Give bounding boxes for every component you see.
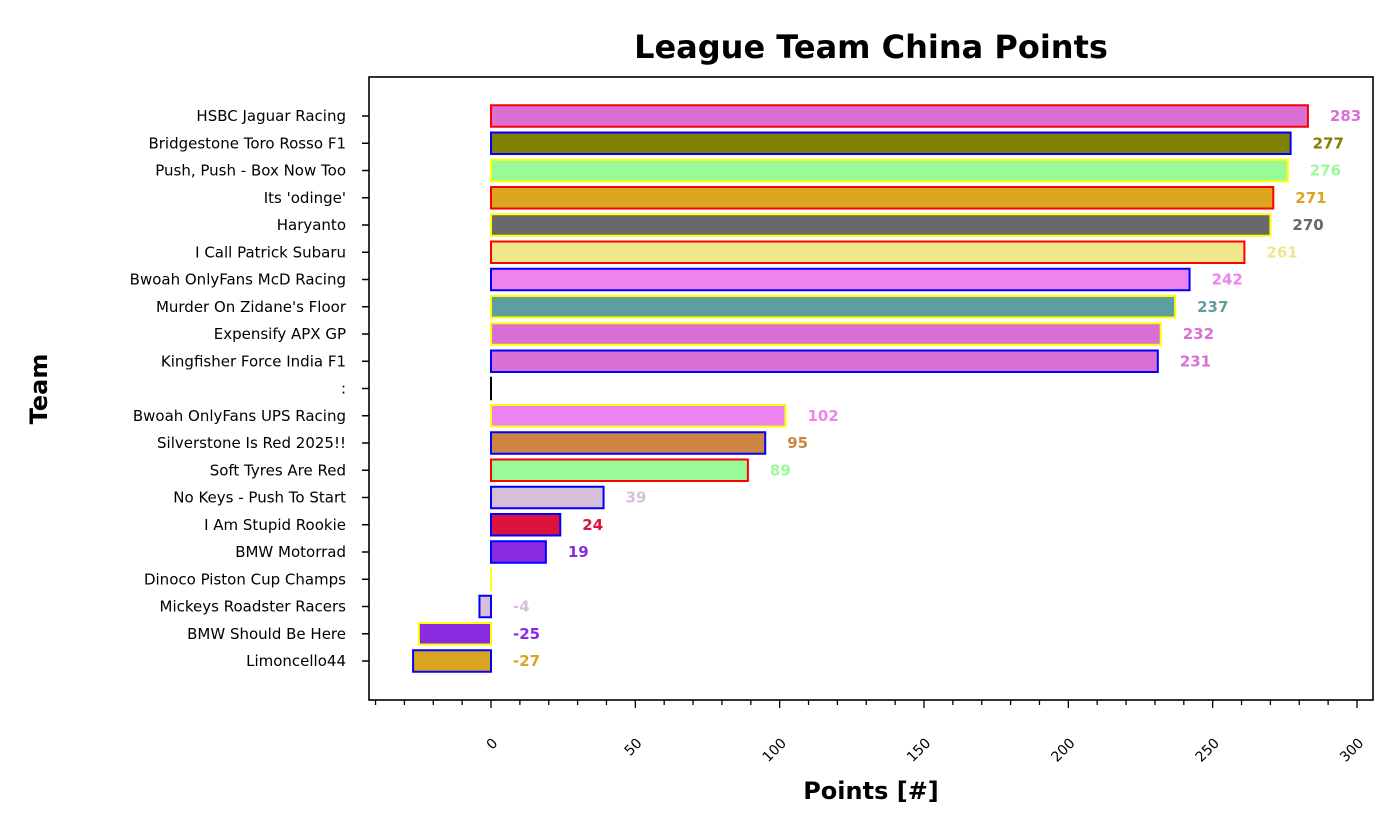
- x-axis-label: Points [#]: [803, 777, 939, 805]
- data-label: -27: [513, 652, 540, 670]
- data-label: 89: [770, 461, 791, 479]
- bar: [491, 541, 546, 563]
- bar: [491, 487, 604, 509]
- chart-title: League Team China Points: [634, 28, 1108, 66]
- bar: [491, 405, 785, 427]
- bar: [413, 650, 491, 672]
- data-label: 271: [1295, 189, 1326, 207]
- y-tick-label: Bwoah OnlyFans UPS Racing: [133, 407, 346, 425]
- data-label: -4: [513, 598, 530, 616]
- data-label: 270: [1292, 216, 1323, 234]
- y-tick-label: Expensify APX GP: [214, 325, 346, 343]
- data-label: 39: [626, 489, 647, 507]
- y-tick-label: Push, Push - Box Now Too: [155, 162, 346, 180]
- bar: [491, 460, 748, 482]
- y-tick-label: Bwoah OnlyFans McD Racing: [130, 271, 346, 289]
- data-label: 261: [1266, 243, 1297, 261]
- bar: [491, 514, 560, 536]
- data-label: 95: [787, 434, 808, 452]
- bar: [491, 187, 1273, 209]
- bar: [491, 269, 1190, 291]
- y-tick-label: No Keys - Push To Start: [173, 489, 346, 507]
- data-label: 102: [807, 407, 838, 425]
- data-label: 231: [1180, 352, 1211, 370]
- y-tick-label: Limoncello44: [246, 652, 346, 670]
- y-tick-label: Silverstone Is Red 2025!!: [157, 434, 346, 452]
- y-tick-label: Kingfisher Force India F1: [161, 352, 346, 370]
- bar: [491, 296, 1175, 318]
- data-label: 276: [1310, 162, 1341, 180]
- bar: [491, 242, 1244, 264]
- y-tick-label: Soft Tyres Are Red: [210, 461, 346, 479]
- y-tick-label: Dinoco Piston Cup Champs: [144, 570, 346, 588]
- x-tick-label: 100: [760, 735, 790, 765]
- data-label: 277: [1313, 134, 1344, 152]
- y-tick-label: Haryanto: [277, 216, 346, 234]
- bar: [491, 160, 1288, 182]
- y-tick-label: BMW Should Be Here: [187, 625, 346, 643]
- y-tick-label: :: [341, 380, 346, 398]
- data-label: 24: [582, 516, 603, 534]
- y-tick-label: Bridgestone Toro Rosso F1: [148, 134, 346, 152]
- bar: [491, 133, 1291, 155]
- bar: [419, 623, 491, 645]
- y-axis-label: Team: [25, 354, 53, 425]
- y-tick-label: I Am Stupid Rookie: [204, 516, 346, 534]
- data-label: 237: [1197, 298, 1228, 316]
- y-tick-label: BMW Motorrad: [235, 543, 346, 561]
- data-label: 232: [1183, 325, 1214, 343]
- y-tick-label: I Call Patrick Subaru: [195, 243, 346, 261]
- data-label: 19: [568, 543, 589, 561]
- x-tick-label: 0: [484, 735, 502, 753]
- x-tick-label: 250: [1193, 735, 1223, 765]
- y-tick-label: HSBC Jaguar Racing: [196, 107, 346, 125]
- x-tick-label: 300: [1337, 735, 1367, 765]
- bar: [491, 351, 1158, 373]
- data-label: -25: [513, 625, 540, 643]
- bar: [491, 214, 1270, 236]
- x-tick-label: 200: [1048, 735, 1078, 765]
- bar: [479, 596, 491, 618]
- y-tick-label: Mickeys Roadster Racers: [160, 598, 347, 616]
- x-tick-label: 150: [904, 735, 934, 765]
- x-tick-label: 50: [622, 735, 646, 759]
- data-label: 283: [1330, 107, 1361, 125]
- y-tick-label: Murder On Zidane's Floor: [156, 298, 347, 316]
- bar: [491, 323, 1161, 345]
- bar: [491, 105, 1308, 127]
- y-tick-label: Its 'odinge': [264, 189, 346, 207]
- bar: [491, 432, 765, 454]
- data-label: 242: [1212, 271, 1243, 289]
